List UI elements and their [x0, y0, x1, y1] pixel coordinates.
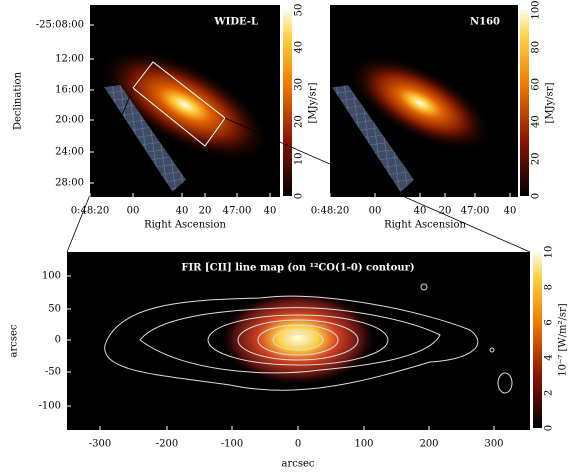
colorbar-tick-label: 50: [294, 4, 305, 17]
colorbar-tick-label: 0: [294, 193, 305, 199]
colorbar-tick-label: 30: [294, 78, 305, 91]
colorbar-tick-label: 2: [544, 390, 555, 396]
x-tick-label: 40: [176, 206, 189, 217]
colorbar-tick-label: 0: [531, 193, 542, 199]
x-tick-label: -300: [89, 439, 111, 450]
colorbar-tick-label: 20: [294, 115, 305, 128]
x-tick-label: 0: [295, 439, 301, 450]
panel-title: WIDE-L: [213, 17, 258, 28]
y-tick-label: -100: [39, 401, 61, 412]
colorbar-tick-label: 6: [544, 319, 555, 325]
x-tick-label: 0:48:20: [311, 206, 350, 217]
panel-title: FIR [CII] line map (on ¹²CO(1-0) contour…: [181, 263, 414, 274]
x-tick-label: 00: [369, 206, 382, 217]
x-tick-label: -200: [156, 439, 178, 450]
y-tick-label: 28:00: [55, 178, 84, 189]
x-tick-label: 300: [484, 439, 503, 450]
y-tick-label: 16:00: [55, 85, 84, 96]
x-tick-label: 00: [127, 206, 140, 217]
colorbar-tick-label: 10: [544, 246, 555, 259]
x-axis-label: arcsec: [282, 459, 315, 470]
colorbar: [533, 252, 542, 428]
x-tick-label: 40: [264, 206, 277, 217]
colorbar: [283, 10, 292, 196]
colorbar: [520, 10, 529, 196]
y-axis-label: arcsec: [9, 324, 20, 357]
x-tick-label: 20: [439, 206, 452, 217]
x-tick-label: 200: [419, 439, 438, 450]
y-tick-label: 0: [55, 335, 61, 346]
colorbar-tick-label: 100: [531, 0, 542, 19]
colorbar-tick-label: 10: [294, 152, 305, 165]
x-tick-label: -100: [221, 439, 243, 450]
y-tick-label: 50: [48, 304, 61, 315]
y-tick-label: 24:00: [55, 147, 84, 158]
y-tick-label: 12:00: [55, 54, 84, 65]
x-tick-label: 47:00: [223, 206, 252, 217]
colorbar-tick-label: 40: [294, 41, 305, 54]
colorbar-tick-label: 8: [544, 284, 555, 290]
x-tick-label: 40: [414, 206, 427, 217]
y-tick-label: -25:08:00: [36, 20, 84, 31]
x-tick-label: 20: [199, 206, 212, 217]
colorbar-tick-label: 40: [531, 115, 542, 128]
y-tick-label: 100: [42, 271, 61, 282]
x-tick-label: 100: [354, 439, 373, 450]
panel-title: N160: [470, 17, 500, 28]
colorbar-tick-label: 4: [544, 354, 555, 360]
y-axis-label: Declination: [13, 71, 24, 130]
x-axis-label: Right Ascension: [144, 220, 226, 231]
colorbar-unit: [MJy/sr]: [308, 82, 319, 123]
x-tick-label: 40: [504, 206, 517, 217]
colorbar-tick-label: 0: [544, 425, 555, 431]
x-tick-label: 47:00: [461, 206, 490, 217]
x-tick-label: 0:48:20: [71, 206, 110, 217]
y-tick-label: 20:00: [55, 115, 84, 126]
figure: WIDE-L0:48:2000402047:0040-25:08:0012:00…: [0, 0, 577, 470]
colorbar-unit: 10⁻⁷ [W/m²/sr]: [558, 303, 569, 377]
colorbar-tick-label: 20: [531, 152, 542, 165]
y-tick-label: -50: [45, 367, 61, 378]
x-axis-label: Right Ascension: [384, 220, 466, 231]
colorbar-unit: [MJy/sr]: [545, 82, 556, 123]
colorbar-tick-label: 80: [531, 41, 542, 54]
colorbar-tick-label: 60: [531, 78, 542, 91]
